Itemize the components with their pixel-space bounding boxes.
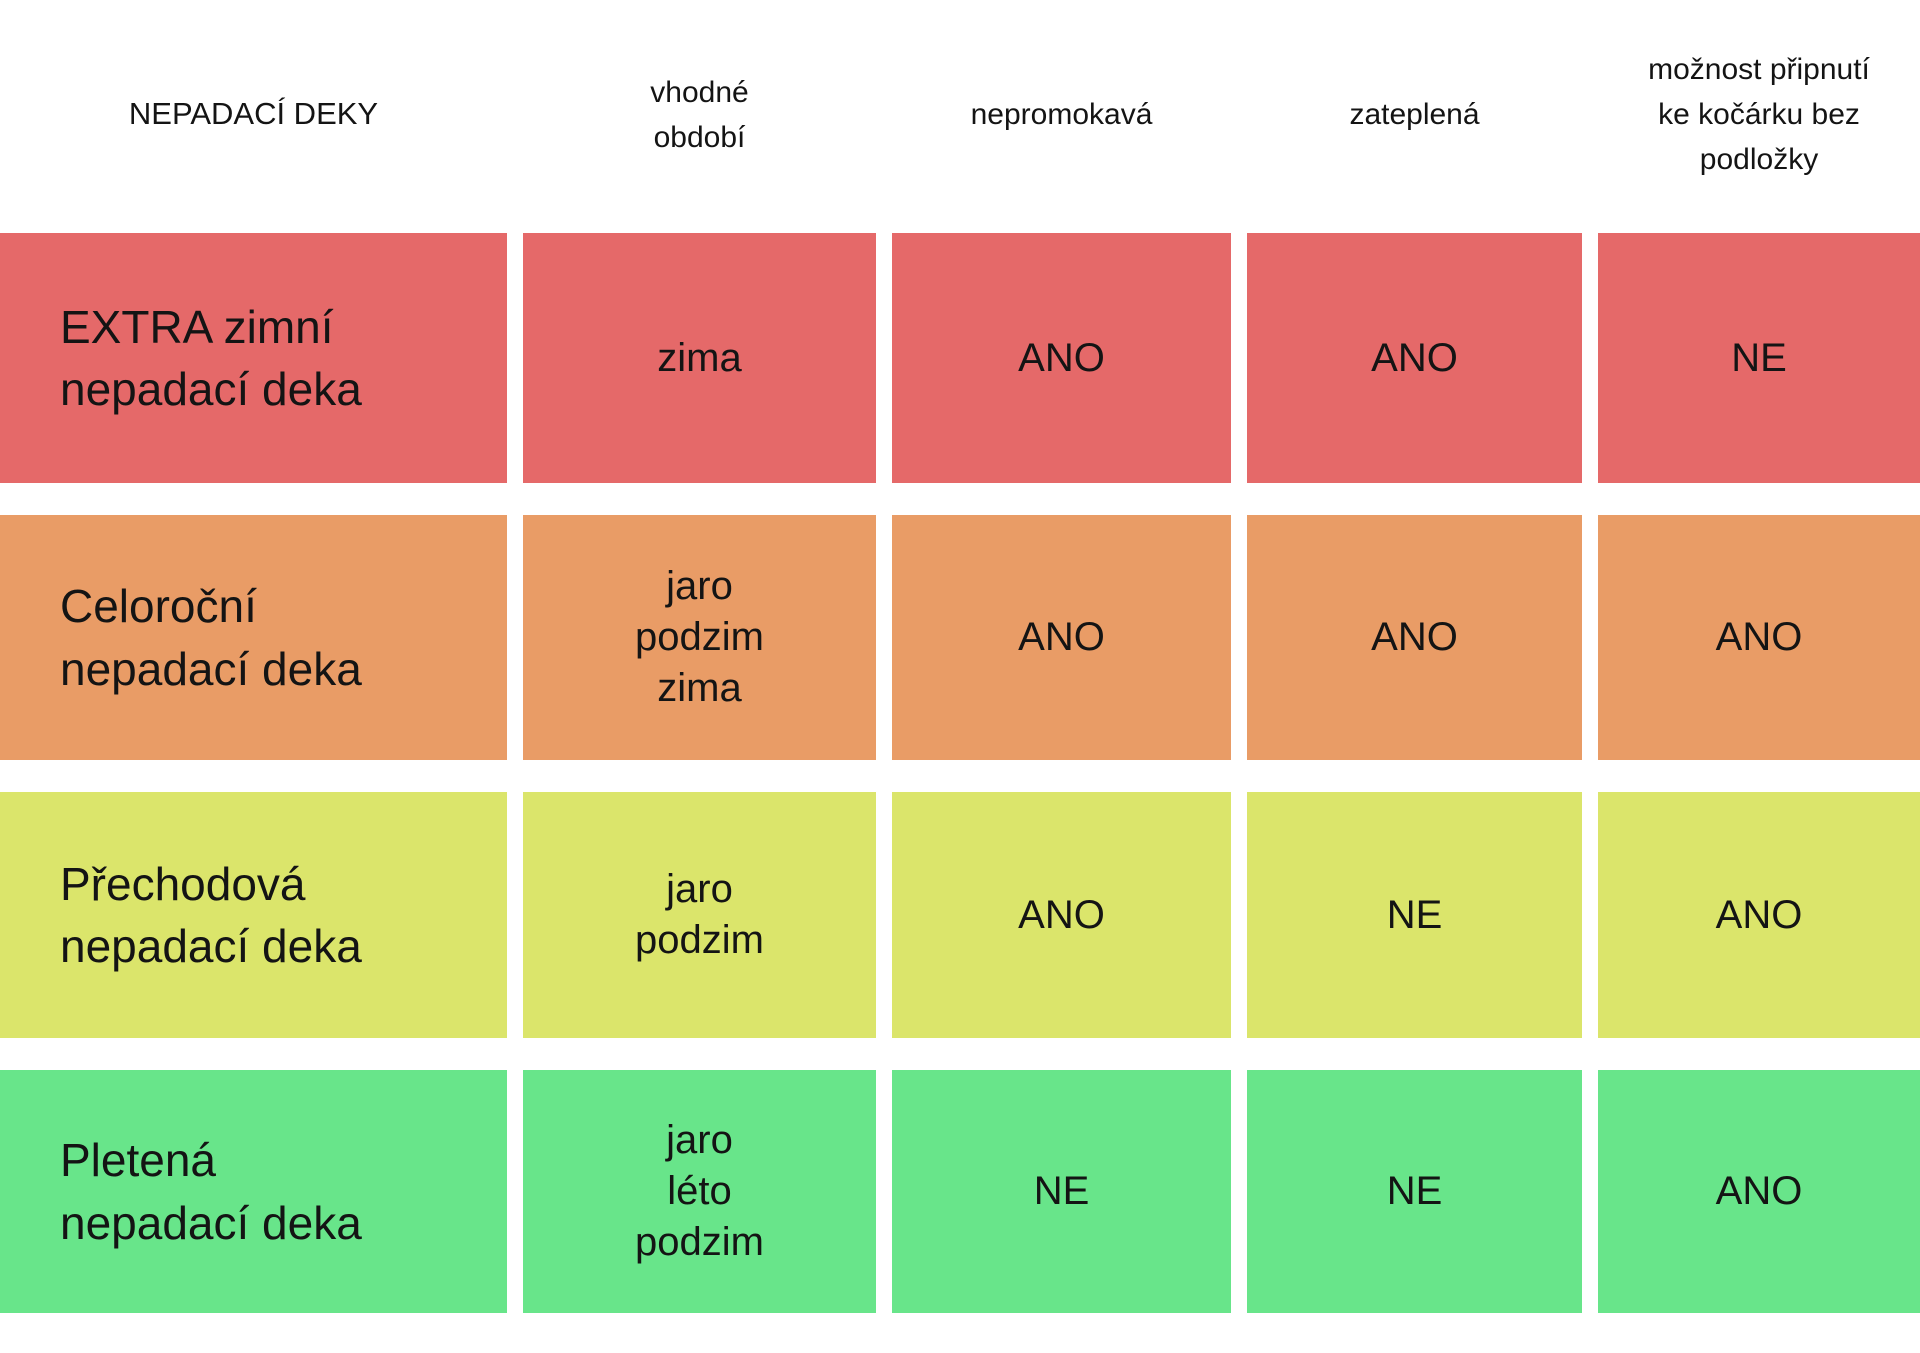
row-pripnuti-cell: NE [1598, 233, 1920, 483]
row-period-cell: jaro podzim zima [523, 515, 876, 760]
row-nepromokava-cell: NE [892, 1070, 1231, 1313]
column-header-nepromokava: nepromokavá [892, 0, 1231, 201]
text-line: vhodné [650, 75, 749, 109]
text-line: období [653, 120, 746, 154]
text-line: podzim [635, 615, 764, 660]
row-zateplena-cell: ANO [1247, 233, 1582, 483]
row-nepromokava-cell: ANO [892, 792, 1231, 1038]
text-line: zima [657, 665, 742, 710]
row-pripnuti-cell: ANO [1598, 515, 1920, 760]
row-name-cell: Přechodová nepadací deka [0, 792, 507, 1038]
text-line: nepadací deka [60, 642, 362, 695]
text-line: nepadací deka [60, 1196, 362, 1249]
text-line: jaro [666, 1118, 733, 1163]
row-period-cell: zima [523, 233, 876, 483]
row-nepromokava-cell: ANO [892, 233, 1231, 483]
row-name-cell: EXTRA zimní nepadací deka [0, 233, 507, 483]
row-pripnuti-cell: ANO [1598, 1070, 1920, 1313]
row-zateplena-cell: ANO [1247, 515, 1582, 760]
row-name-cell: Celoroční nepadací deka [0, 515, 507, 760]
row-zateplena-cell: NE [1247, 792, 1582, 1038]
row-zateplena-cell: NE [1247, 1070, 1582, 1313]
column-header-obdobi: vhodné období [523, 0, 876, 201]
text-line: NEPADACÍ DEKY [128, 96, 379, 132]
text-line: nepromokavá [970, 98, 1153, 131]
text-line: EXTRA zimní [60, 300, 334, 353]
text-line: podzim [635, 1219, 764, 1264]
text-line: Celoroční [60, 580, 257, 633]
text-line: Přechodová [60, 857, 306, 910]
row-nepromokava-cell: ANO [892, 515, 1231, 760]
row-period-cell: jaro léto podzim [523, 1070, 876, 1313]
text-line: nepadací deka [60, 920, 362, 972]
text-line: léto [667, 1169, 732, 1214]
row-name-cell: Pletená nepadací deka [0, 1070, 507, 1313]
column-header-nazev: NEPADACÍ DEKY [0, 0, 507, 201]
text-line: zateplená [1349, 98, 1480, 131]
row-period-cell: jaro podzim [523, 792, 876, 1038]
text-line: nepadací deka [60, 363, 362, 415]
text-line: jaro [666, 867, 733, 912]
text-line: možnost připnutí [1648, 53, 1870, 86]
row-pripnuti-cell: ANO [1598, 792, 1920, 1038]
text-line: zima [657, 335, 742, 380]
text-line: jaro [666, 564, 733, 609]
column-header-pripnuti: možnost připnutí ke kočárku bez podložky [1598, 0, 1920, 201]
column-header-zateplena: zateplená [1247, 0, 1582, 201]
text-line: ke kočárku bez [1658, 98, 1860, 131]
blanket-comparison-table: NEPADACÍ DEKY vhodné období nepromokavá z… [0, 0, 1920, 1313]
text-line: Pletená [60, 1134, 217, 1187]
text-line: podzim [635, 918, 764, 962]
text-line: podložky [1699, 143, 1819, 176]
